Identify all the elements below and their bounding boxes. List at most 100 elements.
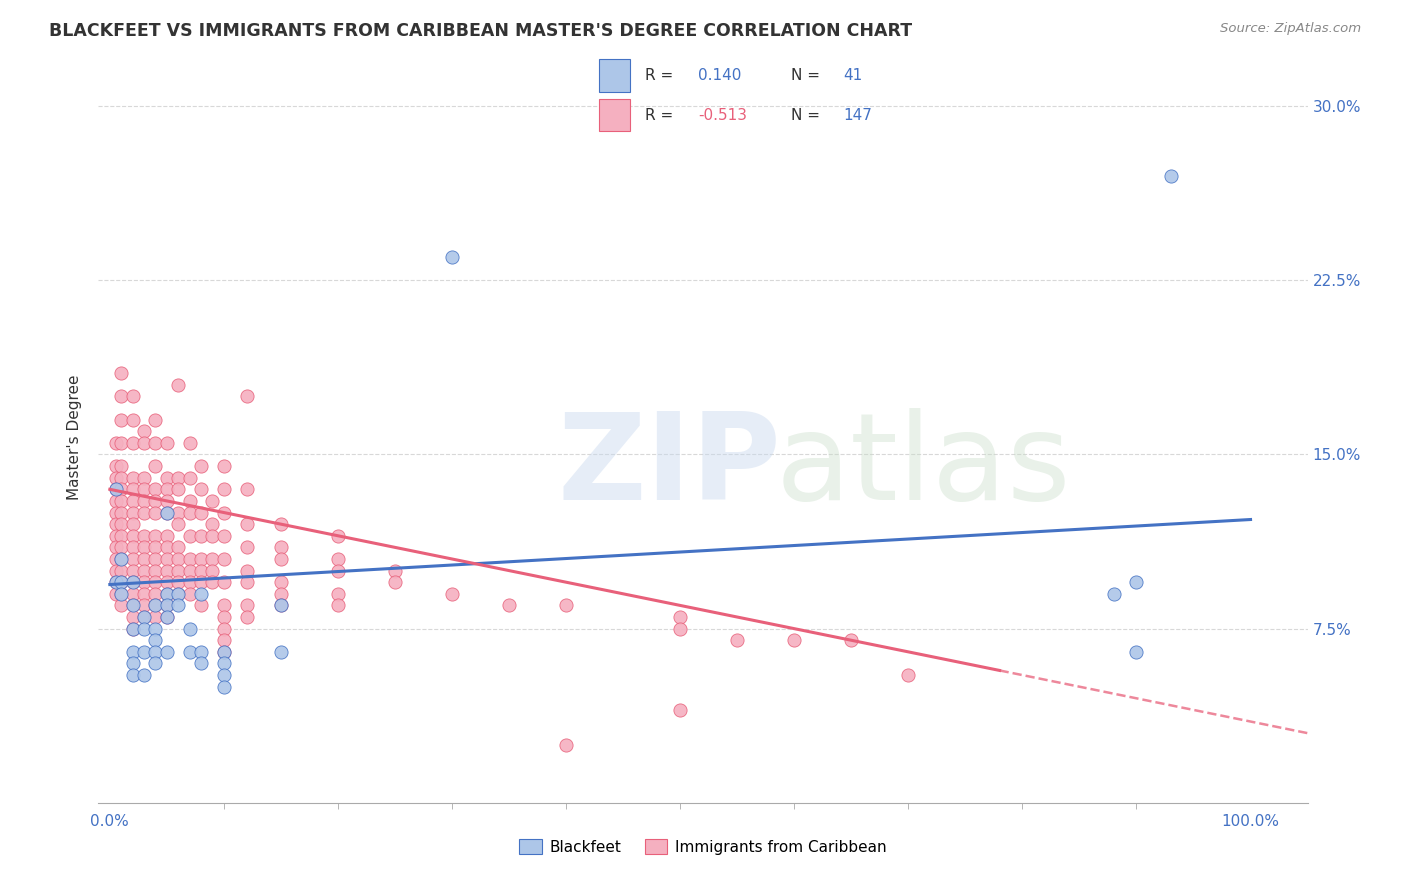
Point (201, 517, 224, 532)
Point (145, 459, 167, 474)
Point (121, 389, 143, 403)
Point (104, 587, 127, 601)
Point (498, 599, 520, 613)
Point (156, 541, 179, 555)
Point (235, 575, 257, 590)
Point (235, 599, 257, 613)
Point (384, 564, 406, 578)
Point (132, 587, 155, 601)
Text: N =: N = (790, 108, 824, 123)
Point (121, 587, 143, 601)
Point (212, 645, 235, 659)
Point (212, 657, 235, 671)
Point (212, 645, 235, 659)
Point (441, 250, 464, 264)
Point (121, 575, 143, 590)
Point (201, 529, 224, 543)
Point (179, 564, 201, 578)
Point (121, 657, 143, 671)
Point (132, 506, 155, 520)
Point (110, 459, 132, 474)
Point (156, 564, 179, 578)
Text: -0.513: -0.513 (697, 108, 747, 123)
Point (725, 633, 748, 648)
Point (190, 552, 212, 566)
Point (156, 494, 179, 508)
Y-axis label: Master's Degree: Master's Degree (67, 375, 83, 500)
Point (121, 529, 143, 543)
Text: 41: 41 (844, 68, 862, 83)
Point (235, 610, 257, 624)
Point (190, 645, 212, 659)
Point (104, 471, 127, 485)
Point (270, 645, 292, 659)
Point (110, 412, 132, 426)
Point (132, 610, 155, 624)
Point (145, 564, 167, 578)
Point (326, 599, 349, 613)
Point (156, 436, 179, 450)
Point (270, 552, 292, 566)
Point (104, 575, 127, 590)
Point (167, 599, 190, 613)
Point (132, 575, 155, 590)
Point (167, 575, 190, 590)
Point (270, 575, 292, 590)
Point (145, 436, 167, 450)
Point (121, 645, 143, 659)
Point (104, 459, 127, 474)
Point (212, 459, 235, 474)
Point (167, 471, 190, 485)
Point (179, 552, 201, 566)
Point (179, 645, 201, 659)
Point (110, 541, 132, 555)
Point (145, 529, 167, 543)
Point (167, 587, 190, 601)
Point (132, 541, 155, 555)
Point (167, 506, 190, 520)
Point (179, 587, 201, 601)
Point (104, 564, 127, 578)
Point (132, 436, 155, 450)
Point (104, 552, 127, 566)
Point (156, 506, 179, 520)
Point (132, 471, 155, 485)
Point (132, 494, 155, 508)
Point (121, 599, 143, 613)
Point (156, 575, 179, 590)
Point (201, 552, 224, 566)
Point (110, 575, 132, 590)
Text: 0.140: 0.140 (697, 68, 741, 83)
Point (1125, 575, 1147, 590)
Point (132, 424, 155, 438)
Point (190, 529, 212, 543)
Point (156, 552, 179, 566)
Point (110, 494, 132, 508)
Point (110, 436, 132, 450)
Point (110, 389, 132, 403)
Point (167, 564, 190, 578)
Point (179, 471, 201, 485)
Point (132, 529, 155, 543)
Point (212, 680, 235, 694)
Text: R =: R = (645, 68, 679, 83)
Point (145, 633, 167, 648)
Bar (599, 99, 630, 131)
Point (110, 552, 132, 566)
Point (179, 494, 201, 508)
Point (145, 587, 167, 601)
Point (839, 633, 862, 648)
Point (104, 506, 127, 520)
Point (104, 529, 127, 543)
Point (669, 703, 692, 717)
Point (110, 366, 132, 380)
Point (235, 483, 257, 497)
Point (212, 552, 235, 566)
Point (179, 622, 201, 636)
Point (156, 587, 179, 601)
Point (145, 657, 167, 671)
Point (212, 622, 235, 636)
Point (167, 483, 190, 497)
Point (145, 541, 167, 555)
Point (121, 552, 143, 566)
